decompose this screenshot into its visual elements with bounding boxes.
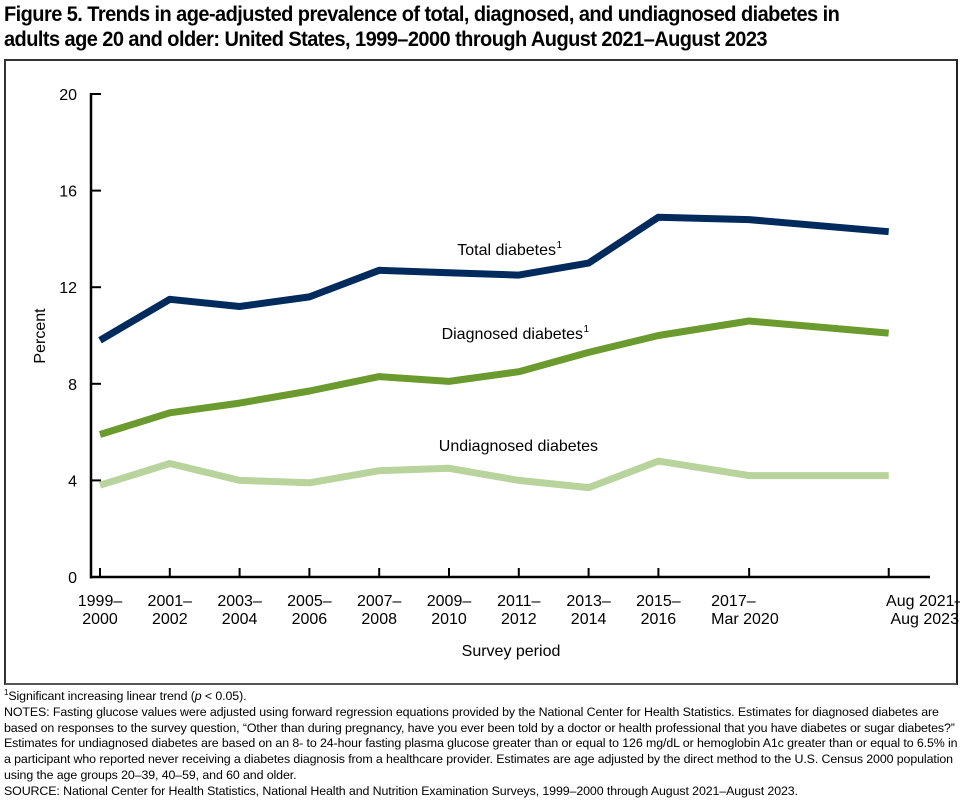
series-label-superscript: 1 bbox=[584, 324, 590, 335]
x-tick-label-line2: 2014 bbox=[571, 611, 607, 628]
x-tick-label-line1: 2011– bbox=[497, 593, 540, 610]
y-tick-label: 0 bbox=[68, 570, 77, 587]
series-label-undiagnosed-diabetes: Undiagnosed diabetes bbox=[439, 438, 598, 455]
figure-title: Figure 5. Trends in age-adjusted prevale… bbox=[4, 2, 892, 52]
x-tick-label-line2: 2008 bbox=[361, 611, 397, 628]
x-tick-label-line2: Mar 2020 bbox=[711, 611, 779, 628]
x-tick-label-line1: 2017– bbox=[711, 593, 756, 610]
x-tick-label-line2: 2012 bbox=[501, 611, 537, 628]
y-tick-label: 8 bbox=[68, 377, 77, 394]
x-axis: 1999–2000 2001–2002 2003–2004 2005–2006 2007… bbox=[78, 568, 960, 628]
x-tick-label-line1: 2015– bbox=[636, 593, 681, 610]
footnotes: 1Significant increasing linear trend (p … bbox=[4, 687, 959, 800]
x-tick-label-line1: 2005– bbox=[287, 593, 332, 610]
x-tick-label-line2: 2000 bbox=[82, 611, 118, 628]
significance-footnote: 1Significant increasing linear trend (p … bbox=[4, 687, 959, 705]
x-tick-label-line1: 2009– bbox=[427, 593, 472, 610]
line-chart: 0 4 8 12 16 20 1999–2000 2001–2002 2003–2004 200… bbox=[32, 87, 960, 660]
x-tick-label-line2: 2004 bbox=[222, 611, 258, 628]
series-label-superscript: 1 bbox=[557, 240, 563, 251]
x-tick-label-line2: 2006 bbox=[292, 611, 328, 628]
y-tick-label: 16 bbox=[59, 184, 77, 201]
footnote-text-end: < 0.05). bbox=[201, 689, 247, 703]
x-tick-label-line1: 2007– bbox=[357, 593, 402, 610]
x-tick-label-line1: Aug 2021– bbox=[886, 593, 960, 610]
x-tick-label-line1: 2001– bbox=[148, 593, 193, 610]
chart-frame bbox=[4, 59, 958, 685]
series-lines bbox=[98, 213, 890, 492]
x-tick-label-line2: Aug 2023 bbox=[890, 611, 959, 628]
footnote-text: Significant increasing linear trend ( bbox=[8, 689, 195, 703]
footnote-marker: 1 bbox=[4, 687, 9, 697]
figure-title-line-2: adults age 20 and older: United States, … bbox=[4, 27, 768, 51]
y-axis: 0 4 8 12 16 20 bbox=[59, 87, 101, 587]
y-tick-label: 20 bbox=[59, 87, 77, 104]
p-symbol: p bbox=[194, 689, 202, 703]
x-tick-label-line1: 2003– bbox=[217, 593, 262, 610]
y-tick-label: 12 bbox=[59, 280, 77, 297]
x-tick-label-line2: 2010 bbox=[431, 611, 467, 628]
x-tick-label-line1: 1999– bbox=[78, 593, 123, 610]
x-tick-label-line2: 2002 bbox=[152, 611, 188, 628]
x-axis-title: Survey period bbox=[462, 643, 561, 660]
series-line-undiagnosed-diabetes bbox=[98, 457, 889, 492]
figure-title-line-1: Figure 5. Trends in age-adjusted prevale… bbox=[4, 2, 840, 26]
series-line-diagnosed-diabetes bbox=[98, 317, 890, 438]
y-axis-title: Percent bbox=[32, 308, 49, 364]
series-label-total-diabetes: Total diabetes bbox=[457, 242, 556, 259]
x-tick-label-line1: 2013– bbox=[566, 593, 611, 610]
notes-text: NOTES: Fasting glucose values were adjus… bbox=[4, 704, 958, 782]
series-label-diagnosed-diabetes: Diagnosed diabetes bbox=[442, 326, 583, 343]
x-tick-label-line2: 2016 bbox=[641, 611, 677, 628]
source-text: SOURCE: National Center for Health Stati… bbox=[4, 783, 798, 798]
y-tick-label: 4 bbox=[68, 473, 77, 490]
